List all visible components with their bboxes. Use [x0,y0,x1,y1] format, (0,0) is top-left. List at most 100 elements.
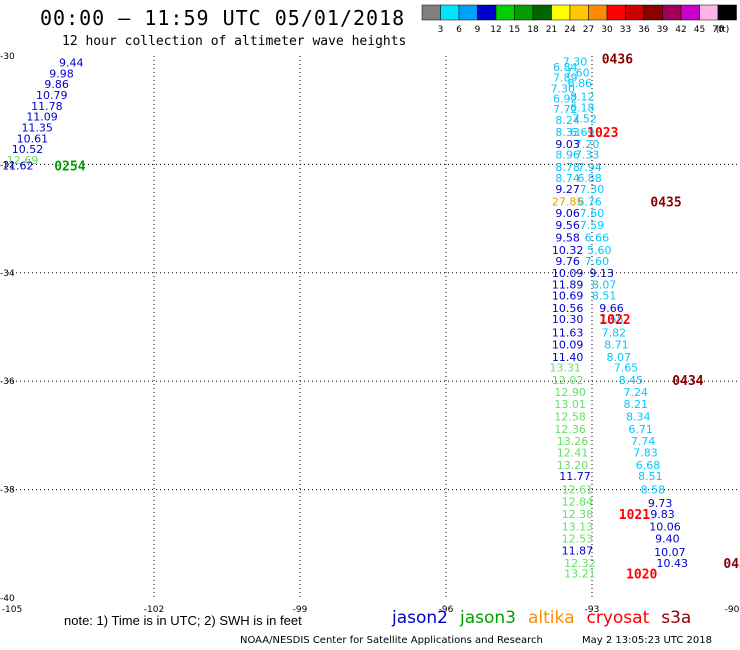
wave-height-value: 12.53 [562,532,594,545]
legend-swatch [532,4,552,21]
wave-height-value: 8.58 [641,484,666,497]
lon-tick-label: -93 [585,605,600,615]
wave-height-value: 7.30 [551,83,576,96]
legend-swatch [717,4,737,21]
footnote: note: 1) Time is in UTC; 2) SWH is in fe… [64,613,302,628]
wave-height-value: 6.84 [553,61,578,74]
legend-label: 70 [712,25,724,35]
wave-height-value: 9.86 [44,78,69,91]
legend-label: 6 [456,25,462,35]
legend-label: 36 [638,25,650,35]
legend-swatch [699,4,719,21]
legend-label: 42 [675,25,686,35]
lat-tick-label: -32 [0,160,15,170]
wave-height-value: 10.43 [657,557,689,570]
legend-swatch [588,4,608,21]
wave-height-value: 7.83 [633,447,658,460]
legend-swatch [551,4,571,21]
legend-label: 45 [694,25,705,35]
wave-height-value: 8.74 [555,172,580,185]
wave-height-value: 9.27 [555,183,580,196]
legend-swatch [458,4,478,21]
wave-height-value: 11.89 [552,279,584,292]
pass-time-label: 0435 [650,195,681,210]
wave-height-value: 9.98 [49,67,74,80]
wave-height-value: 9.73 [648,497,673,510]
legend-swatch [643,4,663,21]
wave-height-value: 8.21 [624,398,649,411]
wave-height-value: 9.66 [599,302,624,315]
wave-height-value: 11.35 [21,122,53,135]
wave-height-value: 12.41 [557,447,589,460]
legend-label: 27 [583,25,594,35]
wave-height-value: 12.69 [7,154,39,167]
wave-height-value: 6.68 [636,459,661,472]
wave-height-value: 9.58 [555,232,580,245]
wave-height-value: 7.20 [575,138,600,151]
wave-height-value: 7.30 [563,55,588,68]
satellite-cryosat: cryosat [586,608,650,628]
wave-height-value: 10.52 [12,143,44,156]
satellite-jason3: jason3 [460,608,516,628]
pass-time-label: 0434 [672,374,703,389]
pass-time-label: 1020 [626,568,657,583]
wave-height-value: 12.32 [564,557,596,570]
wave-height-value: 11.77 [559,470,591,483]
wave-height-value: 10.09 [552,338,584,351]
wave-height-value: 8.51 [592,290,617,303]
wave-height-value: 12.36 [554,423,586,436]
wave-height-value: 7.55 [599,313,624,326]
lon-tick-label: -105 [2,605,22,615]
wave-height-value: 10.69 [552,290,584,303]
map-subtitle: 12 hour collection of altimeter wave hei… [62,34,407,49]
pass-time-label: 1023 [587,126,618,141]
wave-height-value: 12.90 [554,386,586,399]
wave-height-value: 7.60 [565,66,590,79]
pass-time-label: 1022 [599,313,630,328]
wave-height-value: 8.96 [555,149,580,162]
wave-height-value: 9.13 [589,267,614,280]
map-title: 00:00 – 11:59 UTC 05/01/2018 [40,6,406,30]
wave-height-value: 11.87 [562,544,594,557]
legend-label: 15 [509,25,520,35]
wave-height-value: 10.61 [17,132,49,145]
wave-height-value: 7.30 [580,183,605,196]
wave-height-value: 12.61 [562,484,594,497]
wave-height-value: 5.60 [587,244,612,257]
legend-unit: (ft) [716,25,730,35]
satellite-key: jason2 jason3 altika cryosat s3a [392,608,703,628]
pass-time-label: 0436 [602,53,633,68]
wave-height-value: 10.06 [649,520,681,533]
wave-height-value: 7.33 [575,149,600,162]
legend-label: 33 [620,25,631,35]
wave-height-value: 9.40 [655,532,680,545]
wave-height-value: 8.51 [638,470,663,483]
wave-height-value: 7.52 [572,112,597,125]
lat-tick-label: -34 [0,269,15,279]
legend-label: 30 [601,25,613,35]
pass-time-label: 0254 [54,159,85,174]
satellite-altika: altika [528,608,575,628]
wave-height-value: 11.63 [552,326,584,339]
legend-label: 24 [564,25,576,35]
legend-swatch [662,4,682,21]
pass-time-label: 1021 [619,508,650,523]
wave-height-value: 8.12 [570,91,595,104]
wave-height-value: 6.69 [570,126,595,139]
wave-height-value: 7.65 [614,362,639,375]
wave-height-value: 8.78 [555,161,580,174]
wave-height-value: 7.94 [577,161,602,174]
credit-line: NOAA/NESDIS Center for Satellite Applica… [240,635,543,646]
wave-height-value: 7.72 [553,103,578,116]
wave-height-value: 12.58 [554,410,586,423]
wave-height-value: 12.84 [562,496,594,509]
wave-height-value: 9.03 [555,138,580,151]
wave-height-value: 9.76 [555,255,580,268]
wave-height-value: 9.06 [555,207,580,220]
wave-height-value: 6.66 [585,232,610,245]
wave-height-value: 8.07 [592,279,617,292]
legend-label: 12 [490,25,501,35]
wave-height-value: 7.24 [624,386,649,399]
lon-tick-label: -90 [725,605,740,615]
wave-height-value: 7.59 [580,219,605,232]
